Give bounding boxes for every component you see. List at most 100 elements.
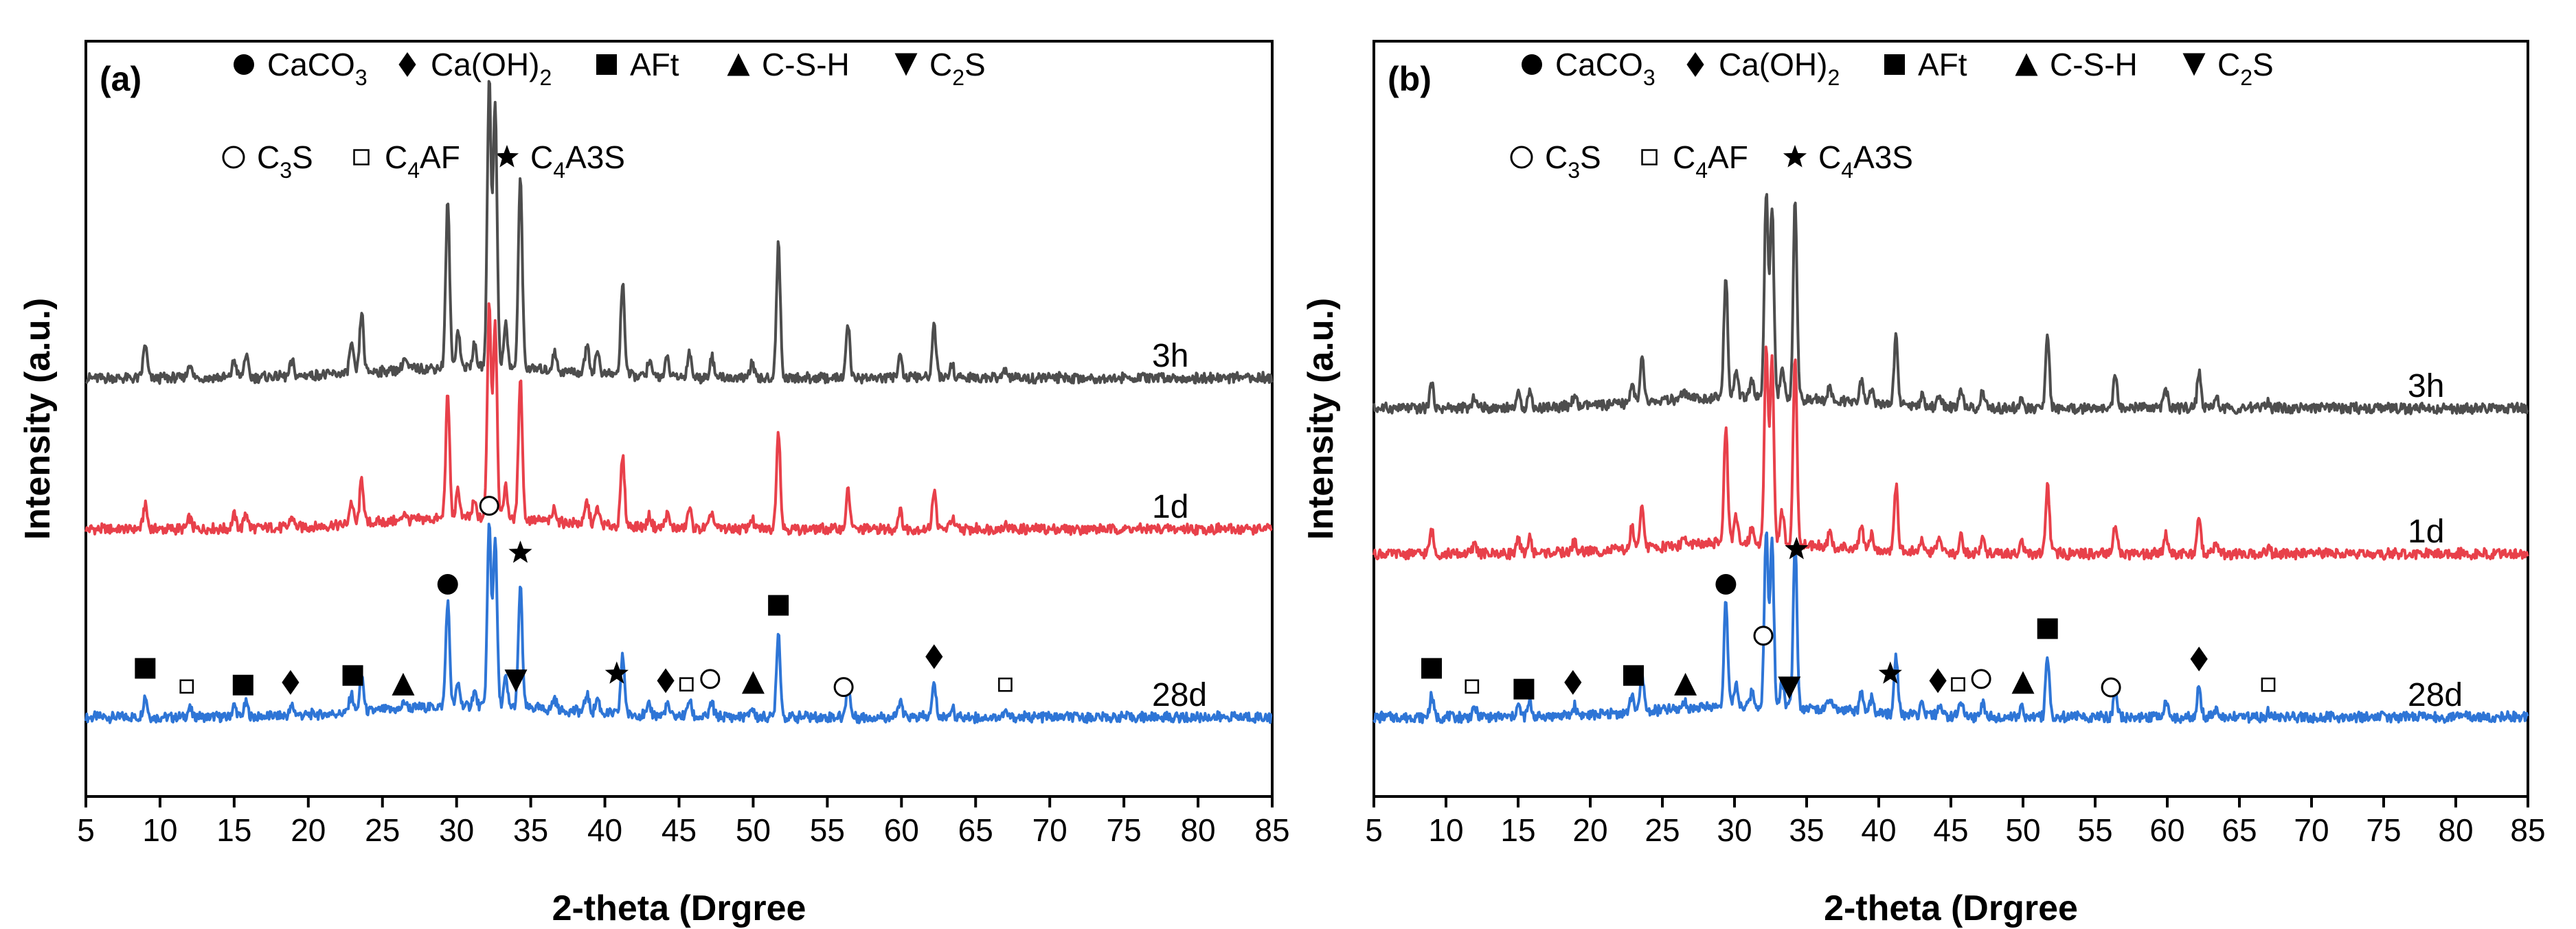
legend-label: AFt [630,47,679,82]
peak-marker-filled-triangle-down [1778,676,1801,700]
legend-symbol-filled-diamond [398,52,416,77]
series-line-1d [1372,345,2529,561]
x-tick-label: 5 [1365,812,1383,848]
panel-label: (a) [100,60,142,98]
x-tick-label: 45 [662,812,697,848]
x-tick-label: 85 [2510,812,2545,848]
peak-marker-filled-square [1623,665,1644,686]
peak-marker-open-square [179,679,194,694]
x-tick-label: 50 [2005,812,2040,848]
peak-marker-filled-circle [1715,574,1737,595]
legend-label: C2S [929,47,986,90]
x-tick-label: 5 [77,812,95,848]
peak-marker-star [1785,536,1809,560]
legend-symbol-filled-circle [1522,54,1542,75]
peak-marker-open-circle [479,496,499,516]
peak-marker-star [605,661,629,684]
x-tick-label: 20 [1572,812,1607,848]
peak-marker-filled-triangle-up [392,672,415,696]
series-line-3h [1372,193,2529,415]
series-label: 1d [1152,489,1188,525]
legend-label: Ca(OH)2 [1719,47,1840,90]
series-28d: 28d [1372,531,2529,724]
legend-label: C-S-H [2050,47,2138,82]
legend-symbol-filled-triangle-down [2182,53,2206,76]
x-tick-label: 50 [736,812,771,848]
peak-marker-star [508,540,532,563]
legend-label: AFt [1918,47,1967,82]
legend-label: C4AF [385,139,460,183]
legend-label: CaCO3 [1555,47,1656,90]
legend-symbol-open-square [353,149,370,165]
x-tick-label: 55 [2077,812,2112,848]
legend-label: CaCO3 [267,47,368,90]
series-label: 3h [2408,368,2444,404]
x-tick-label: 75 [1107,812,1142,848]
panel-label: (b) [1388,60,1432,98]
x-axis-label: 2-theta (Drgree [552,888,806,928]
legend-symbol-filled-square [596,54,617,75]
series-3h: 3h [84,80,1274,385]
x-tick-label: 65 [958,812,993,848]
peak-marker-filled-diamond [282,669,300,695]
series-3h: 3h [1372,193,2529,415]
series-label: 1d [2408,514,2444,550]
peak-marker-filled-diamond [925,644,943,669]
peak-marker-filled-diamond [1564,669,1582,695]
x-tick-label: 40 [587,812,622,848]
peak-marker-filled-triangle-up [1674,672,1697,696]
x-tick-label: 80 [2438,812,2473,848]
x-tick-label: 25 [365,812,400,848]
panel-a: (a) 5 10 15 20 25 30 35 40 45 50 55 60 65 70 75 80 85 2-th… [18,40,1290,928]
peak-marker-filled-square [135,658,156,679]
peak-marker-open-circle [1753,626,1774,646]
x-tick-label: 10 [1428,812,1463,848]
x-tick-label: 60 [884,812,919,848]
peak-marker-open-circle [2101,677,2121,698]
panel-b: (b) 5 10 15 20 25 30 35 40 45 50 55 60 65 70 75 80 85 2-th… [1301,40,2546,928]
series-1d: 1d [84,302,1273,536]
x-tick-label: 60 [2149,812,2184,848]
x-tick-label: 65 [2222,812,2257,848]
legend-symbol-filled-square [1884,54,1905,75]
legend-symbol-star [1783,145,1807,168]
y-axis-label: Intensity (a.u.) [1301,298,1341,540]
series-line-1d [84,302,1273,536]
peak-marker-open-square [998,677,1013,692]
peak-marker-open-square [2261,677,2276,692]
x-tick-label: 75 [2366,812,2401,848]
peak-marker-filled-triangle-down [504,669,528,693]
peak-marker-filled-triangle-up [2011,671,2035,694]
peak-marker-open-circle [1971,669,1991,689]
legend-symbol-filled-triangle-up [727,53,750,76]
x-tick-label: 30 [1717,812,1752,848]
y-axis-label: Intensity (a.u.) [18,298,58,540]
peak-marker-open-square [679,677,694,692]
legend-symbol-filled-circle [234,54,254,75]
series-label: 3h [1152,338,1188,374]
legend-symbol-star [495,145,519,168]
peak-marker-open-circle [833,677,854,698]
x-tick-label: 70 [2294,812,2329,848]
x-tick-label: 25 [1645,812,1680,848]
peak-marker-open-circle [700,669,721,689]
legend-label: C4A3S [1818,139,1913,183]
legend: CaCO3 Ca(OH)2 AFt C-S-H C2S C3S C4AF C4A3S [1510,47,2274,183]
peak-marker-open-square [1951,677,1965,692]
x-tick-label: 35 [1789,812,1824,848]
legend-symbol-open-circle [222,146,245,169]
x-axis-label: 2-theta (Drgree [1824,888,2078,928]
x-tick-label: 80 [1180,812,1215,848]
x-tick-label: 55 [810,812,845,848]
legend-symbol-filled-triangle-down [894,53,918,76]
series-28d: 28d [84,523,1273,724]
peak-marker-filled-square [1513,678,1535,700]
peak-marker-filled-triangle-up [741,671,765,694]
x-tick-label: 85 [1254,812,1289,848]
phase-markers [1421,536,2276,700]
peak-marker-filled-diamond [657,668,675,693]
peak-marker-filled-diamond [1929,668,1947,693]
legend-label: C-S-H [762,47,850,82]
